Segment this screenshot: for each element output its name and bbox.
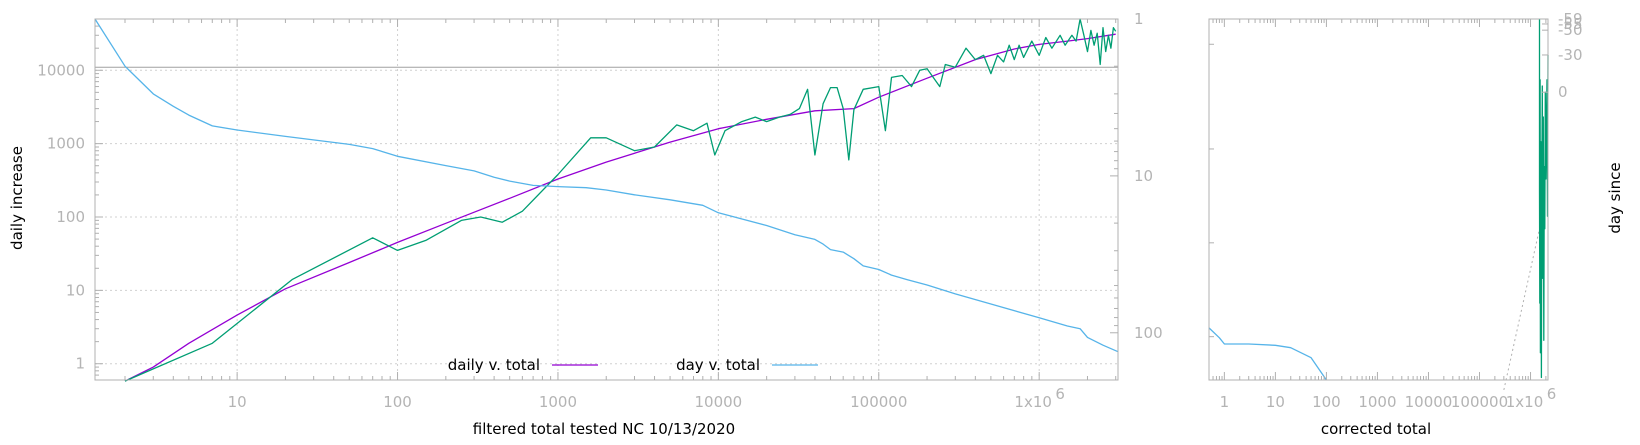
side-y2-axis-label: day since bbox=[1606, 162, 1624, 233]
y2-tick-label: 10 bbox=[1134, 167, 1153, 185]
side-series-line-0 bbox=[1208, 327, 1327, 381]
side-y2-tick-label: -59 bbox=[1558, 10, 1583, 28]
x-tick-label: 1000 bbox=[539, 393, 577, 411]
y2-tick-label: 100 bbox=[1134, 324, 1163, 342]
main-plot-series bbox=[94, 18, 1119, 382]
x-tick-label: 10 bbox=[228, 393, 247, 411]
series-line-1 bbox=[124, 18, 1117, 382]
main-plot-axes: 10 100 1000 10000 100000 1x10 6 1 10 100 1000 10000… bbox=[37, 10, 1162, 411]
x-tick-exponent: 6 bbox=[1055, 385, 1065, 403]
y-tick-label: 1 bbox=[75, 355, 85, 373]
side-x-tick-label: 100000 bbox=[1451, 393, 1508, 411]
side-x-tick-label: 100 bbox=[1312, 393, 1341, 411]
side-y2-tick-label: -50 bbox=[1558, 21, 1583, 39]
x-tick-label: 10000 bbox=[695, 393, 743, 411]
side-x-tick-exponent: 6 bbox=[1547, 385, 1557, 403]
legend-label: day v. total bbox=[676, 356, 760, 374]
side-x-tick-label: 1000 bbox=[1358, 393, 1396, 411]
side-x-axis-label: corrected total bbox=[1321, 420, 1431, 438]
side-x-tick-label: 10 bbox=[1266, 393, 1285, 411]
y-tick-label: 10000 bbox=[37, 61, 85, 79]
side-x-tick-label: 10000 bbox=[1405, 393, 1453, 411]
side-x-tick-label: 1x10 bbox=[1506, 393, 1544, 411]
series-line-2 bbox=[94, 18, 1119, 353]
side-series-line-1 bbox=[1538, 19, 1549, 379]
side-y2-tick-label: 0 bbox=[1558, 83, 1568, 101]
side-y2-tick-label: -30 bbox=[1558, 46, 1583, 64]
x-tick-label: 100 bbox=[383, 393, 412, 411]
main-plot-grid bbox=[95, 19, 1118, 380]
legend-label: daily v. total bbox=[448, 356, 540, 374]
main-x-axis-label: filtered total tested NC 10/13/2020 bbox=[473, 420, 735, 438]
side-plot-frame bbox=[1208, 18, 1549, 381]
y-tick-label: 1000 bbox=[47, 135, 85, 153]
y-tick-label: 100 bbox=[56, 208, 85, 226]
x-tick-label: 100000 bbox=[850, 393, 907, 411]
x-tick-label: 1x10 bbox=[1014, 393, 1052, 411]
main-y-axis-label: daily increase bbox=[8, 146, 26, 250]
side-y2-tick-label: -55 bbox=[1558, 15, 1583, 33]
side-plot-series bbox=[1208, 19, 1549, 391]
y-tick-label: 10 bbox=[66, 281, 85, 299]
legend: daily v. total day v. total bbox=[448, 356, 818, 374]
y2-tick-label: 1 bbox=[1134, 10, 1144, 28]
side-x-tick-label: 1 bbox=[1220, 393, 1230, 411]
